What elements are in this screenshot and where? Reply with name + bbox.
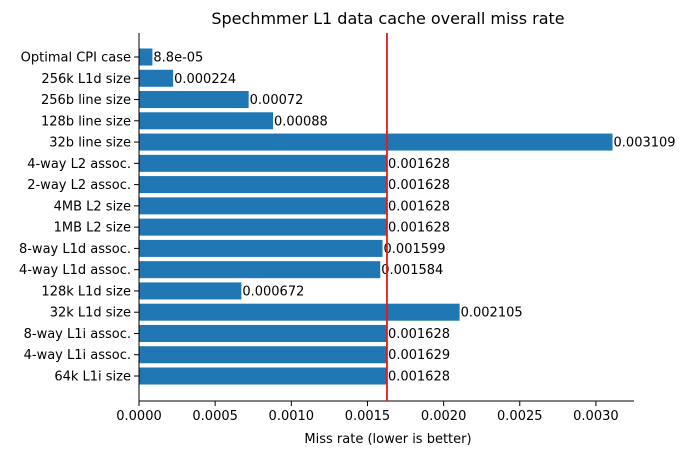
- bar-value-label: 0.000224: [174, 72, 236, 87]
- x-tick-label: 0.0015: [345, 409, 391, 424]
- bar: [139, 303, 460, 321]
- y-tick-label: 2-way L2 assoc.: [27, 178, 131, 193]
- y-tick-label: 4-way L2 assoc.: [27, 157, 131, 172]
- x-axis-label: Miss rate (lower is better): [304, 432, 471, 447]
- labels-layer: 8.8e-05 0.000224 0.00072 0.00088 0.003109 0.0…: [153, 33, 676, 401]
- y-tick-label: Optimal CPI case: [21, 51, 131, 66]
- y-tick-label: 1MB L2 size: [54, 221, 131, 236]
- bar: [139, 154, 387, 172]
- bar: [139, 261, 381, 279]
- bar-value-label: 0.001584: [381, 263, 443, 278]
- bar-value-label: 0.001628: [388, 327, 450, 342]
- bar-value-label: 0.001628: [388, 199, 450, 214]
- bar-value-label: 0.002105: [461, 306, 523, 321]
- bar: [139, 239, 383, 257]
- x-tick-label: 0.0030: [573, 409, 619, 424]
- bar-value-label: 0.001628: [388, 157, 450, 172]
- bar: [139, 91, 249, 109]
- bar-value-label: 0.003109: [614, 136, 676, 151]
- bar: [139, 133, 613, 151]
- bar-value-label: 0.001599: [384, 242, 446, 257]
- bar-value-label: 0.001628: [388, 178, 450, 193]
- x-tick-label: 0.0025: [497, 409, 543, 424]
- bar-value-label: 0.00088: [274, 114, 328, 129]
- bar: [139, 197, 387, 215]
- bar: [139, 324, 387, 342]
- y-tick-label: 4MB L2 size: [54, 199, 131, 214]
- bar: [139, 176, 387, 194]
- y-tick-label: 128b line size: [41, 114, 131, 129]
- bar: [139, 48, 153, 66]
- bar: [139, 218, 387, 236]
- y-tick-label: 256b line size: [41, 93, 131, 108]
- x-tick-label: 0.0005: [192, 409, 238, 424]
- bar-value-label: 0.001629: [388, 348, 450, 363]
- y-tick-label: 256k L1d size: [41, 72, 131, 87]
- bar: [139, 282, 242, 300]
- bar: [139, 69, 174, 87]
- y-tick-label: 8-way L1d assoc.: [19, 242, 131, 257]
- bar-value-label: 0.001628: [388, 221, 450, 236]
- chart-title: Spechmmer L1 data cache overall miss rat…: [211, 9, 564, 28]
- axes-layer: Optimal CPI case 256k L1d size 256b line s…: [19, 33, 634, 424]
- bar-value-label: 8.8e-05: [153, 51, 203, 66]
- y-tick-label: 4-way L1i assoc.: [24, 348, 131, 363]
- y-tick-label: 8-way L1i assoc.: [24, 327, 131, 342]
- y-tick-label: 64k L1i size: [54, 370, 131, 385]
- y-tick-label: 32k L1d size: [50, 306, 131, 321]
- y-tick-label: 128k L1d size: [41, 284, 131, 299]
- y-tick-label: 4-way L1d assoc.: [19, 263, 131, 278]
- bar-value-label: 0.00072: [250, 93, 304, 108]
- x-tick-label: 0.0020: [421, 409, 467, 424]
- bars-layer: [139, 48, 613, 385]
- bar: [139, 112, 274, 130]
- x-tick-label: 0.0010: [269, 409, 315, 424]
- y-tick-label: 32b line size: [49, 136, 131, 151]
- bar: [139, 346, 388, 364]
- x-tick-label: 0.0000: [116, 409, 162, 424]
- bar-value-label: 0.000672: [242, 284, 304, 299]
- bar: [139, 367, 387, 385]
- bar-value-label: 0.001628: [388, 370, 450, 385]
